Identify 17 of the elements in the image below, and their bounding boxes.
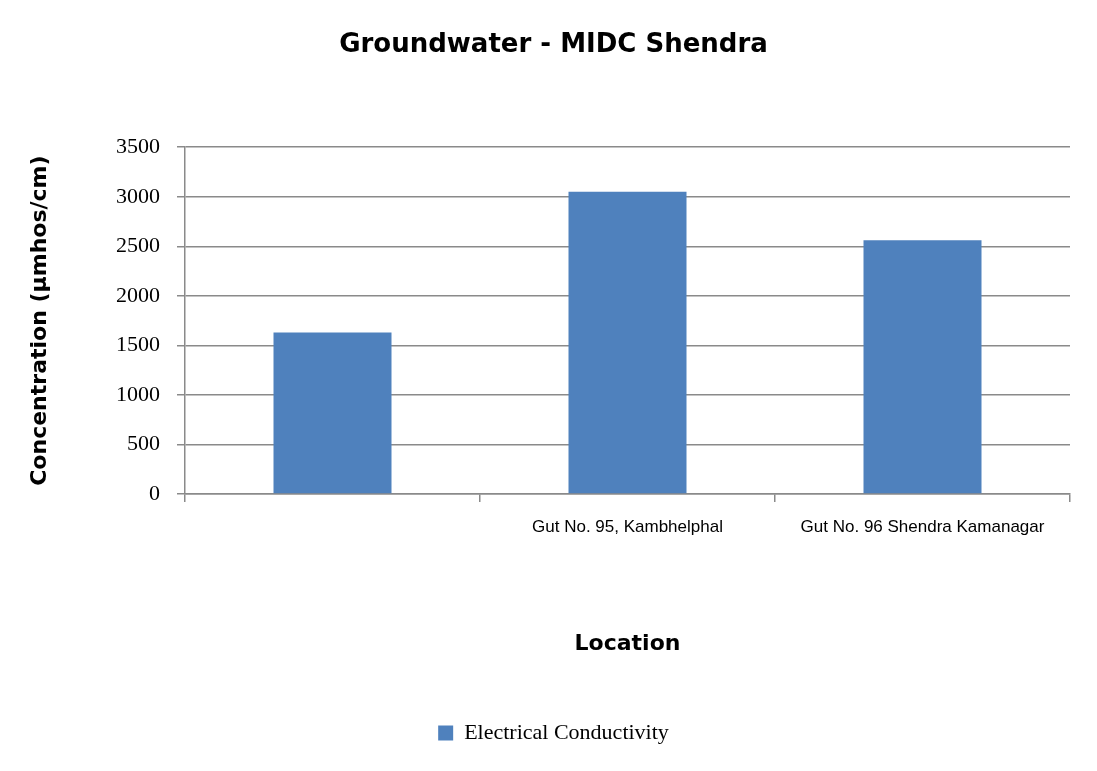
- bar: [273, 332, 392, 494]
- legend-label: Electrical Conductivity: [464, 718, 669, 744]
- y-axis-title: Concentration (µmhos/cm): [25, 155, 51, 486]
- x-tick-label: Gut No. 96 Shendra Kamanagar: [800, 516, 1045, 536]
- chart-title: Groundwater - MIDC Shendra: [339, 28, 768, 59]
- y-tick-label: 1000: [116, 380, 160, 406]
- y-tick-label: 1500: [116, 331, 160, 357]
- y-tick-label: 3000: [116, 182, 160, 208]
- bar: [863, 240, 982, 494]
- bar: [568, 191, 687, 494]
- y-tick-label: 2000: [116, 281, 160, 307]
- x-axis-title: Location: [574, 629, 681, 655]
- y-tick-label: 500: [127, 430, 160, 456]
- y-tick-label: 0: [149, 479, 160, 505]
- x-tick-label: Gut No. 95, Kambhelphal: [532, 516, 723, 536]
- y-tick-label: 3500: [116, 132, 160, 158]
- y-tick-label: 2500: [116, 232, 160, 258]
